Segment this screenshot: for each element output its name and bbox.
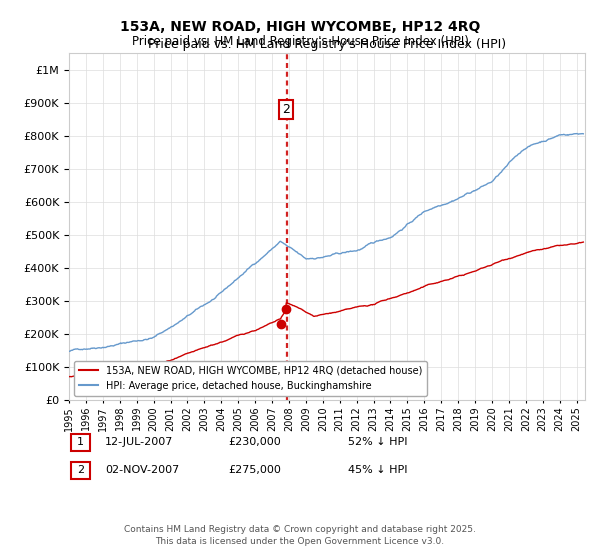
Text: 2: 2 <box>77 465 84 475</box>
Text: 1: 1 <box>77 437 84 447</box>
Text: 02-NOV-2007: 02-NOV-2007 <box>105 465 179 475</box>
Text: £230,000: £230,000 <box>228 437 281 447</box>
Text: 52% ↓ HPI: 52% ↓ HPI <box>348 437 407 447</box>
Legend: 153A, NEW ROAD, HIGH WYCOMBE, HP12 4RQ (detached house), HPI: Average price, det: 153A, NEW ROAD, HIGH WYCOMBE, HP12 4RQ (… <box>74 361 427 395</box>
Text: 153A, NEW ROAD, HIGH WYCOMBE, HP12 4RQ: 153A, NEW ROAD, HIGH WYCOMBE, HP12 4RQ <box>120 20 480 34</box>
Title: Price paid vs. HM Land Registry's House Price Index (HPI): Price paid vs. HM Land Registry's House … <box>148 38 506 50</box>
Text: 12-JUL-2007: 12-JUL-2007 <box>105 437 173 447</box>
Text: 2: 2 <box>282 103 290 116</box>
Text: 45% ↓ HPI: 45% ↓ HPI <box>348 465 407 475</box>
Text: £275,000: £275,000 <box>228 465 281 475</box>
Text: Price paid vs. HM Land Registry's House Price Index (HPI): Price paid vs. HM Land Registry's House … <box>131 35 469 48</box>
Text: Contains HM Land Registry data © Crown copyright and database right 2025.
This d: Contains HM Land Registry data © Crown c… <box>124 525 476 546</box>
